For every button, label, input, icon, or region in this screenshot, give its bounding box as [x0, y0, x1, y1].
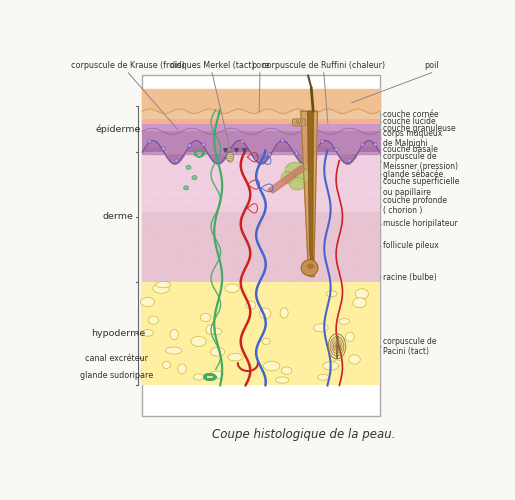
Bar — [142, 147, 380, 152]
Ellipse shape — [289, 178, 305, 190]
Ellipse shape — [178, 364, 186, 374]
Ellipse shape — [326, 291, 337, 297]
Ellipse shape — [276, 377, 289, 383]
Ellipse shape — [153, 284, 169, 294]
Ellipse shape — [200, 314, 211, 322]
Ellipse shape — [162, 362, 170, 368]
Ellipse shape — [191, 336, 206, 346]
Text: follicule pileux: follicule pileux — [383, 242, 439, 250]
Ellipse shape — [333, 360, 342, 366]
Ellipse shape — [339, 318, 350, 324]
Ellipse shape — [301, 260, 318, 276]
Bar — [142, 76, 380, 416]
Text: disques Merkel (tact): disques Merkel (tact) — [170, 60, 254, 70]
Ellipse shape — [206, 325, 215, 334]
FancyBboxPatch shape — [293, 119, 305, 126]
Bar — [142, 282, 380, 386]
Text: couche granuleuse: couche granuleuse — [383, 124, 455, 133]
Ellipse shape — [246, 301, 256, 309]
Text: corps muqueux
de Malpighi: corps muqueux de Malpighi — [383, 128, 442, 148]
Bar — [142, 119, 380, 124]
Ellipse shape — [285, 162, 306, 179]
Polygon shape — [307, 111, 313, 260]
Text: couche lucide: couche lucide — [383, 117, 436, 126]
Text: pore: pore — [251, 60, 269, 70]
Ellipse shape — [336, 345, 338, 348]
Text: racine (bulbe): racine (bulbe) — [383, 272, 437, 281]
Text: couche superficielle
ou papillaire: couche superficielle ou papillaire — [383, 178, 459, 197]
Ellipse shape — [281, 172, 296, 184]
Bar — [142, 132, 380, 147]
Text: glande sébacée: glande sébacée — [383, 170, 443, 179]
Text: corpuscule de
Meissner (pression): corpuscule de Meissner (pression) — [383, 152, 458, 171]
Text: muscle horipilateur: muscle horipilateur — [383, 219, 457, 228]
Bar — [142, 124, 380, 132]
Ellipse shape — [142, 330, 153, 336]
Text: couche basale: couche basale — [383, 145, 438, 154]
Ellipse shape — [345, 332, 354, 342]
Polygon shape — [268, 166, 306, 193]
Ellipse shape — [227, 152, 234, 162]
Ellipse shape — [209, 371, 223, 378]
Ellipse shape — [210, 328, 222, 335]
Ellipse shape — [262, 338, 270, 344]
Bar — [142, 111, 380, 119]
Ellipse shape — [148, 316, 159, 324]
Ellipse shape — [170, 330, 178, 340]
Ellipse shape — [295, 169, 312, 182]
Ellipse shape — [323, 362, 338, 370]
Ellipse shape — [263, 361, 280, 371]
Ellipse shape — [156, 282, 170, 288]
Ellipse shape — [260, 308, 271, 318]
Text: hypoderme: hypoderme — [91, 329, 145, 338]
Polygon shape — [301, 111, 318, 276]
Text: couche cornée: couche cornée — [383, 110, 438, 118]
Text: Coupe histologique de la peau.: Coupe histologique de la peau. — [212, 428, 396, 440]
Ellipse shape — [280, 308, 288, 318]
Ellipse shape — [353, 298, 366, 308]
Ellipse shape — [349, 354, 360, 364]
Text: canal excréteur: canal excréteur — [85, 354, 148, 362]
Bar — [142, 102, 380, 111]
Text: derme: derme — [103, 212, 134, 222]
Text: glande sudoripare: glande sudoripare — [80, 370, 153, 380]
Bar — [142, 152, 380, 212]
Ellipse shape — [210, 348, 225, 356]
Text: corpuscule de Ruffini (chaleur): corpuscule de Ruffini (chaleur) — [262, 60, 385, 70]
Ellipse shape — [225, 284, 239, 292]
Text: épiderme: épiderme — [96, 124, 141, 134]
Ellipse shape — [194, 374, 204, 380]
Text: couche profonde
( chorion ): couche profonde ( chorion ) — [383, 196, 447, 216]
Ellipse shape — [355, 288, 368, 299]
Ellipse shape — [166, 347, 182, 354]
Ellipse shape — [141, 298, 154, 306]
Ellipse shape — [307, 264, 314, 269]
Text: poil: poil — [424, 60, 439, 70]
Bar — [142, 212, 380, 282]
Text: corpuscule de
Pacini (tact): corpuscule de Pacini (tact) — [383, 336, 436, 356]
Ellipse shape — [314, 324, 328, 332]
Ellipse shape — [318, 374, 329, 380]
Text: corpuscule de Krause (froid): corpuscule de Krause (froid) — [72, 60, 185, 70]
Ellipse shape — [228, 354, 243, 361]
Ellipse shape — [281, 367, 292, 374]
